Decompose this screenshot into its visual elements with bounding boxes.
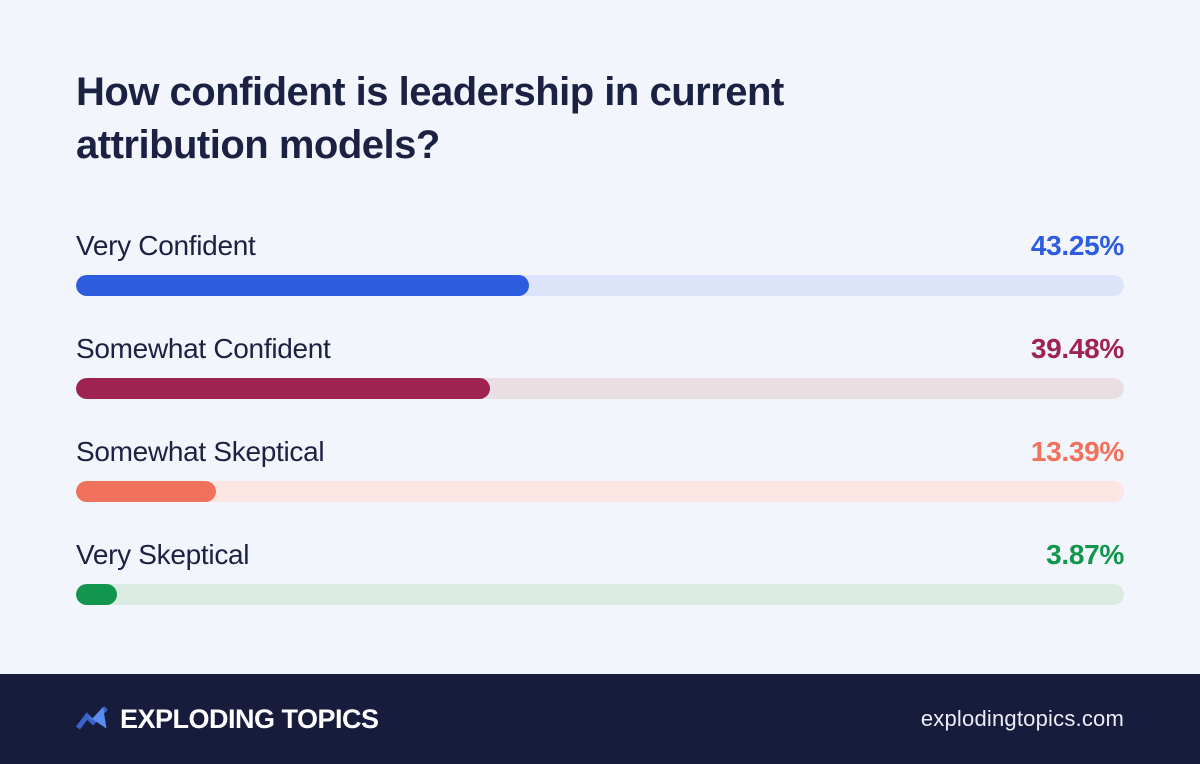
bar-fill xyxy=(76,378,490,400)
bar-track xyxy=(76,481,1124,503)
bar-track xyxy=(76,378,1124,400)
bar-row-header: Very Confident 43.25% xyxy=(76,230,1124,262)
bar-row-header: Very Skeptical 3.87% xyxy=(76,539,1124,571)
trending-up-arrow-icon xyxy=(76,704,112,734)
bar-row-header: Somewhat Confident 39.48% xyxy=(76,333,1124,365)
bar-row-header: Somewhat Skeptical 13.39% xyxy=(76,436,1124,468)
bar-label: Very Skeptical xyxy=(76,539,250,571)
bar-label: Somewhat Confident xyxy=(76,333,331,365)
bar-value: 13.39% xyxy=(1030,436,1124,468)
bar-label: Somewhat Skeptical xyxy=(76,436,325,468)
bar-label: Very Confident xyxy=(76,230,256,262)
bar-value: 3.87% xyxy=(1046,539,1124,571)
bar-track xyxy=(76,584,1124,606)
footer-bar: EXPLODING TOPICS explodingtopics.com xyxy=(0,674,1200,764)
bar-row: Somewhat Confident 39.48% xyxy=(76,333,1124,400)
bar-fill xyxy=(76,275,530,297)
bar-row: Somewhat Skeptical 13.39% xyxy=(76,436,1124,503)
bar-row: Very Skeptical 3.87% xyxy=(76,539,1124,606)
brand-logo: EXPLODING TOPICS xyxy=(76,704,379,735)
bar-fill xyxy=(76,584,117,606)
brand-name: EXPLODING TOPICS xyxy=(120,703,379,734)
bar-fill xyxy=(76,481,217,503)
bar-value: 39.48% xyxy=(1030,333,1124,365)
bar-row: Very Confident 43.25% xyxy=(76,230,1124,297)
chart-title: How confident is leadership in current a… xyxy=(76,70,784,168)
site-url: explodingtopics.com xyxy=(920,706,1124,731)
bar-value: 43.25% xyxy=(1030,230,1124,262)
chart-area: How confident is leadership in current a… xyxy=(76,70,1124,606)
bar-rows: Very Confident 43.25% Somewhat Confident 39… xyxy=(76,230,1124,606)
bar-track xyxy=(76,275,1124,297)
